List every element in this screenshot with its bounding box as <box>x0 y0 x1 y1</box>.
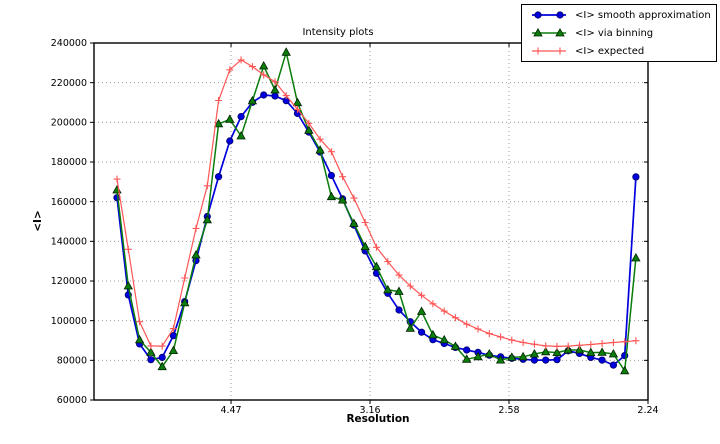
legend-entry-smooth-approximation: <I> smooth approximation <box>530 7 716 23</box>
legend-box: <I> smooth approximation <I> via binning… <box>521 4 717 62</box>
legend-label: <I> expected <box>575 45 645 57</box>
series-1 <box>112 47 641 375</box>
y-tick-label: 220000 <box>51 78 87 89</box>
y-tick-label: 60000 <box>57 395 87 406</box>
y-tick-label: 200000 <box>51 118 87 129</box>
x-tick-label: 4.47 <box>220 405 241 416</box>
chart-title: Intensity plots <box>302 27 374 38</box>
x-tick-label: 2.58 <box>498 405 519 416</box>
tick-labels: 60000 80000 100000 120000 140000 160000 180000… <box>51 38 659 416</box>
legend-sample-triangle-icon <box>532 27 566 37</box>
legend-sample-plus-icon <box>532 47 566 55</box>
series-2 <box>113 56 640 350</box>
legend-entry-via-binning: <I> via binning <box>530 25 716 41</box>
y-tick-label: 240000 <box>51 38 87 49</box>
legend-entry-expected: <I> expected <box>530 43 716 59</box>
y-tick-label: 120000 <box>51 276 87 287</box>
x-tick-label: 2.24 <box>637 405 658 416</box>
y-tick-label: 100000 <box>51 316 87 327</box>
y-tick-label: 180000 <box>51 157 87 168</box>
x-axis-label: Resolution <box>346 413 410 425</box>
y-tick-label: 160000 <box>51 197 87 208</box>
series-0 <box>113 91 640 369</box>
legend-label: <I> via binning <box>575 27 654 39</box>
legend-sample-circle-icon <box>532 11 566 19</box>
y-axis-label: <I> <box>32 210 44 232</box>
y-tick-label: 80000 <box>57 356 87 367</box>
data-series <box>112 47 641 375</box>
legend-label: <I> smooth approximation <box>575 9 711 21</box>
y-tick-label: 140000 <box>51 237 87 248</box>
axes-frame <box>90 42 649 404</box>
x-tick-label: 3.16 <box>359 405 380 416</box>
plot-frame <box>93 42 649 401</box>
